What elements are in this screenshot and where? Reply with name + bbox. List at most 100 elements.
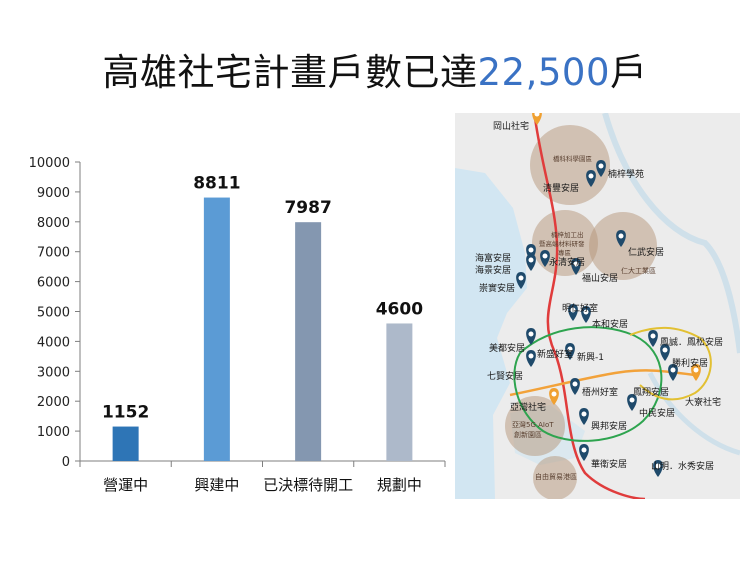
place-label: 山明．水秀安居 (651, 460, 714, 472)
map-pin-icon (586, 170, 596, 187)
zone-asia-new-bay (505, 396, 565, 456)
map-pin-icon (653, 460, 663, 477)
light-rail-yellow (629, 326, 712, 401)
map-pin-icon (549, 388, 559, 405)
place-label: 亞灣社宅 (510, 401, 546, 413)
place-label: 鳳誠．鳳松安居 (660, 336, 723, 348)
transit-lines (509, 117, 712, 499)
map-pin-icon (540, 250, 550, 267)
place-label: 興邦安居 (591, 420, 627, 432)
bar (295, 222, 322, 461)
metro-orange-line (509, 369, 696, 397)
y-axis: 0 1000 2000 3000 4000 5000 6000 7000 8000 9000 100… (29, 156, 81, 470)
y-tick-label: 8000 (37, 216, 70, 231)
place-label: 明仁好室 (562, 302, 598, 314)
bars: 1152 8811 7987 4600 (102, 174, 423, 462)
map-pin-icon (571, 258, 581, 275)
x-axis: 營運中 興建中 已決標待開工 規劃中 (79, 460, 446, 494)
place-label: 楠梓學苑 (608, 168, 644, 180)
map-pin-icon (516, 272, 526, 289)
place-label: 勝利安居 (672, 357, 708, 369)
place-label: 大寮社宅 (685, 396, 721, 408)
zone-label: 自由貿易港區 (535, 472, 577, 481)
y-tick-label: 6000 (37, 276, 70, 291)
place-label: 鳳翔安居 (633, 386, 669, 398)
y-tick-label: 3000 (37, 365, 70, 380)
data-label: 7987 (284, 198, 331, 218)
map-pin-icon (526, 254, 536, 271)
place-label: 華衛安居 (591, 458, 627, 470)
zone-label: 創新園區 (514, 430, 542, 439)
place-label: 梧州好室 (582, 386, 618, 398)
bar (203, 197, 230, 462)
map-pin-icon (596, 160, 606, 177)
data-label: 1152 (102, 403, 149, 423)
title-suffix: 戶 (609, 51, 648, 94)
y-tick-label: 7000 (37, 246, 70, 261)
map-sea (455, 168, 527, 499)
zone-label: 楠梓加工出 (551, 230, 584, 239)
map-pin-icon (526, 350, 536, 367)
map-pin-icon (648, 330, 658, 347)
y-tick-label: 2000 (37, 395, 70, 410)
place-label: 中民安居 (639, 407, 675, 419)
zone-label: 亞灣5G AIoT (512, 420, 554, 429)
map-pin-icon (526, 328, 536, 345)
x-tick-label: 興建中 (194, 476, 239, 494)
zone-renda-industrial (589, 212, 657, 280)
place-label: 美都安居 (489, 342, 525, 354)
data-label: 8811 (193, 174, 240, 194)
y-tick-label: 10000 (29, 156, 70, 171)
place-label: 岡山社宅 (493, 120, 529, 132)
zone-label: 專區 (558, 248, 572, 257)
zone-label: 暨高端材料研發 (539, 239, 585, 248)
map-pin-icon (581, 306, 591, 323)
map-pin-icon (570, 378, 580, 395)
y-tick-label: 5000 (37, 306, 70, 321)
map-pin-icon (568, 304, 578, 321)
bar (112, 426, 139, 461)
y-tick-label: 0 (62, 455, 70, 470)
bar-chart: 0 1000 2000 3000 4000 5000 6000 7000 8000 9000 100… (29, 156, 446, 494)
x-tick-label: 規劃中 (377, 476, 422, 494)
y-tick-label: 4000 (37, 335, 70, 350)
place-label: 七賢安居 (487, 370, 523, 382)
map-pin-icon (660, 344, 670, 361)
y-tick-label: 1000 (37, 425, 70, 440)
map-pin-icon (668, 364, 678, 381)
map-pin-icon (565, 343, 575, 360)
map-pin-icon (579, 444, 589, 461)
map-pins (516, 113, 701, 477)
zone-label: 仁大工業區 (621, 266, 656, 275)
x-tick-label: 營運中 (103, 476, 148, 494)
page-title: 高雄社宅計畫戶數已達22,500戶 (0, 42, 750, 96)
place-label: 永清安居 (549, 256, 585, 268)
map-pin-icon (616, 230, 626, 247)
data-label: 4600 (376, 299, 423, 319)
bar (386, 323, 413, 461)
place-label: 新興-1 (577, 351, 604, 363)
map-pin-icon (627, 394, 637, 411)
place-label: 海富安居 (475, 252, 511, 264)
map-river (647, 371, 740, 456)
place-label: 本和安居 (592, 318, 628, 330)
x-tick-label: 已決標待開工 (263, 476, 353, 494)
y-tick-label: 9000 (37, 186, 70, 201)
map-pin-icon (532, 113, 542, 125)
light-rail-circle (513, 326, 663, 442)
place-label: 海景安居 (475, 264, 511, 276)
place-label: 清豐安居 (543, 182, 579, 194)
title-main: 高雄社宅計畫戶數已達 (102, 51, 478, 94)
map-pin-icon (579, 408, 589, 425)
place-label: 福山安居 (582, 272, 618, 284)
place-label: 新盛好室 (537, 348, 573, 360)
map-river (602, 113, 740, 354)
title-number: 22,500 (477, 51, 610, 94)
map-pin-icon (691, 364, 701, 381)
metro-red-line (533, 117, 646, 499)
place-label: 仁武安居 (628, 246, 664, 258)
zone-label: 橋科科學園區 (553, 154, 593, 163)
zone-free-trade-port (533, 456, 577, 499)
